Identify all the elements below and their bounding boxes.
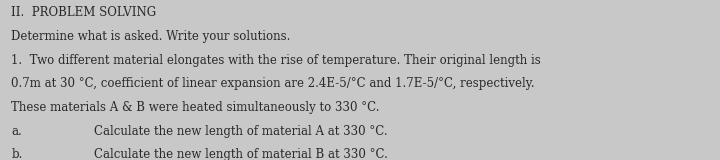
Text: Determine what is asked. Write your solutions.: Determine what is asked. Write your solu…	[11, 30, 290, 43]
Text: Calculate the new length of material A at 330 °C.: Calculate the new length of material A a…	[94, 125, 387, 138]
Text: Calculate the new length of material B at 330 °C.: Calculate the new length of material B a…	[94, 148, 387, 160]
Text: b.: b.	[12, 148, 23, 160]
Text: a.: a.	[12, 125, 22, 138]
Text: 1.  Two different material elongates with the rise of temperature. Their origina: 1. Two different material elongates with…	[11, 54, 541, 67]
Text: II.  PROBLEM SOLVING: II. PROBLEM SOLVING	[11, 6, 156, 19]
Text: These materials A & B were heated simultaneously to 330 °C.: These materials A & B were heated simult…	[11, 101, 379, 114]
Text: 0.7m at 30 °C, coefficient of linear expansion are 2.4E-5/°C and 1.7E-5/°C, resp: 0.7m at 30 °C, coefficient of linear exp…	[11, 77, 534, 90]
